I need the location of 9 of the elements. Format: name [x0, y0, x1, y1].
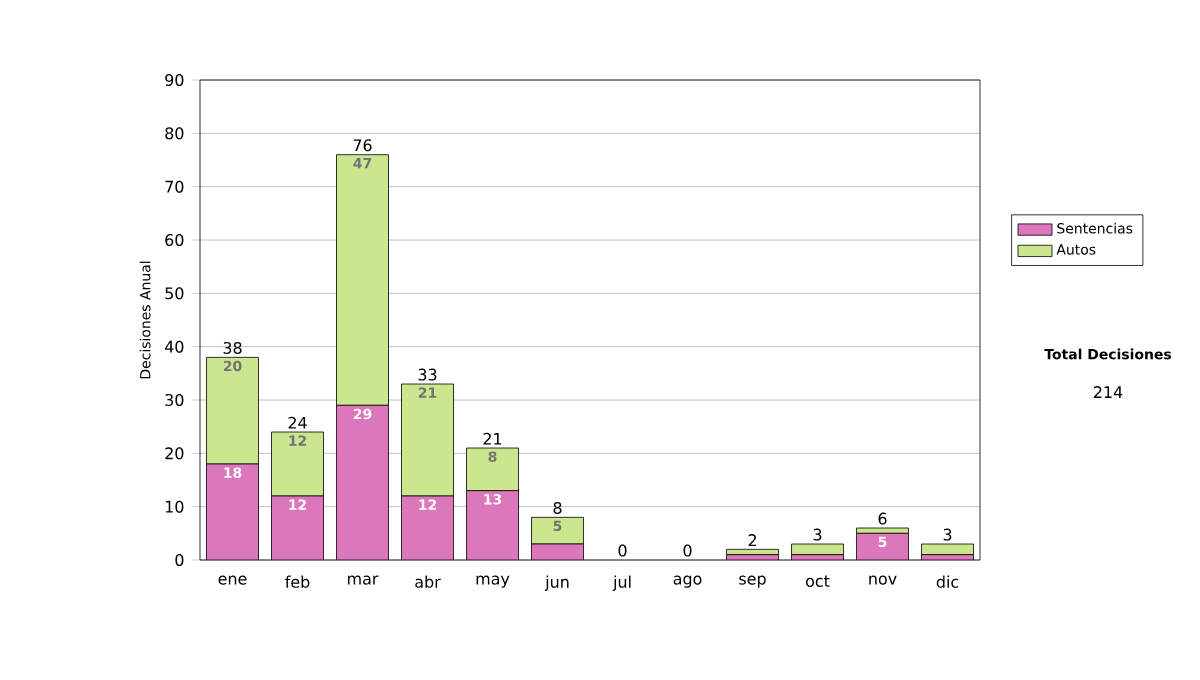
bar [271, 431, 324, 497]
bar [856, 527, 909, 534]
bar [271, 496, 324, 560]
bar [206, 464, 259, 560]
bar [336, 405, 389, 560]
bar [466, 490, 519, 560]
bar [401, 496, 454, 560]
bar [466, 447, 519, 492]
bar [531, 516, 584, 545]
